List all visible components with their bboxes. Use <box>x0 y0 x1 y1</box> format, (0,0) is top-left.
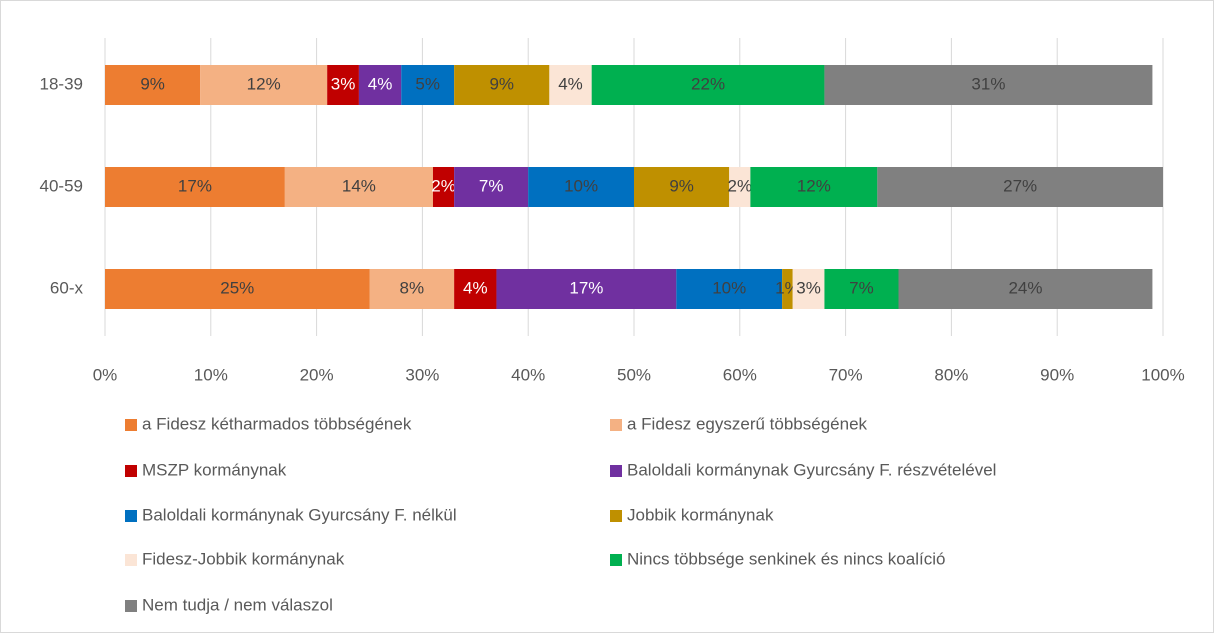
data-label: 31% <box>971 74 1005 93</box>
y-tick-label: 18-39 <box>40 74 83 93</box>
bar-segment <box>549 65 592 105</box>
bar-segment <box>782 269 793 309</box>
data-label: 7% <box>479 176 504 195</box>
data-label: 5% <box>415 74 440 93</box>
bar-segment <box>496 269 677 309</box>
legend-label: a Fidesz kétharmados többségének <box>142 414 412 433</box>
y-tick-label: 60-x <box>50 278 84 297</box>
legend-label: a Fidesz egyszerű többségének <box>627 414 868 433</box>
data-label: 22% <box>691 74 725 93</box>
legend-label: Fidesz-Jobbik kormánynak <box>142 549 345 568</box>
data-label: 8% <box>400 278 425 297</box>
bar-segment <box>200 65 328 105</box>
bar-segment <box>105 269 370 309</box>
legend-swatch <box>125 510 137 522</box>
x-tick-label: 100% <box>1141 365 1184 384</box>
legend-swatch <box>610 465 622 477</box>
legend-swatch <box>125 554 137 566</box>
bar-segment <box>792 269 825 309</box>
bar-segment <box>750 167 878 207</box>
bar-segment <box>105 167 285 207</box>
data-label: 9% <box>489 74 514 93</box>
x-tick-label: 50% <box>617 365 651 384</box>
bar-segment <box>432 167 455 207</box>
bar-segment <box>729 167 751 207</box>
bar-segment <box>676 269 783 309</box>
bar-segment <box>454 65 550 105</box>
bar-segment <box>877 167 1163 207</box>
bar-segment <box>284 167 433 207</box>
data-label: 3% <box>796 278 821 297</box>
data-label: 4% <box>368 74 393 93</box>
data-label: 7% <box>849 278 874 297</box>
data-label: 9% <box>140 74 165 93</box>
x-tick-label: 30% <box>405 365 439 384</box>
bar-segment <box>369 269 455 309</box>
bar-segment <box>824 65 1153 105</box>
data-label: 27% <box>1003 176 1037 195</box>
legend-swatch <box>125 465 137 477</box>
x-tick-label: 60% <box>723 365 757 384</box>
bar-segment <box>454 269 497 309</box>
bar-segment <box>327 65 359 105</box>
data-label: 17% <box>569 278 603 297</box>
data-label: 24% <box>1008 278 1042 297</box>
bar-segment <box>105 65 201 105</box>
x-tick-label: 90% <box>1040 365 1074 384</box>
data-label: 2% <box>728 176 753 195</box>
x-tick-label: 80% <box>934 365 968 384</box>
data-label: 9% <box>669 176 694 195</box>
bar-segment <box>528 167 634 207</box>
bar-segment <box>401 65 455 105</box>
data-label: 17% <box>178 176 212 195</box>
x-tick-label: 10% <box>194 365 228 384</box>
legend-label: Nincs többsége senkinek és nincs koalíci… <box>627 549 945 568</box>
data-label: 10% <box>564 176 598 195</box>
data-label: 4% <box>463 278 488 297</box>
legend-swatch <box>610 510 622 522</box>
legend-swatch <box>610 554 622 566</box>
legend-label: Jobbik kormánynak <box>627 505 774 524</box>
bar-segment <box>358 65 402 105</box>
data-label: 3% <box>331 74 356 93</box>
bar-segment <box>898 269 1153 309</box>
legend-swatch <box>125 419 137 431</box>
data-label: 14% <box>342 176 376 195</box>
data-label: 25% <box>220 278 254 297</box>
x-tick-label: 40% <box>511 365 545 384</box>
bar-segment <box>591 65 825 105</box>
legend-label: Nem tudja / nem válaszol <box>142 595 333 614</box>
bar-segment <box>454 167 529 207</box>
bar-segment <box>824 269 899 309</box>
data-label: 2% <box>431 176 456 195</box>
legend-swatch <box>610 419 622 431</box>
data-label: 4% <box>558 74 583 93</box>
legend-swatch <box>125 600 137 612</box>
y-tick-label: 40-59 <box>40 176 83 195</box>
bar-segment <box>634 167 730 207</box>
legend-label: Baloldali kormánynak Gyurcsány F. részvé… <box>627 460 996 479</box>
x-tick-label: 70% <box>829 365 863 384</box>
legend-label: MSZP kormánynak <box>142 460 287 479</box>
x-tick-label: 0% <box>93 365 118 384</box>
x-tick-label: 20% <box>300 365 334 384</box>
data-label: 12% <box>797 176 831 195</box>
legend-label: Baloldali kormánynak Gyurcsány F. nélkül <box>142 505 457 524</box>
data-label: 12% <box>247 74 281 93</box>
data-label: 10% <box>712 278 746 297</box>
